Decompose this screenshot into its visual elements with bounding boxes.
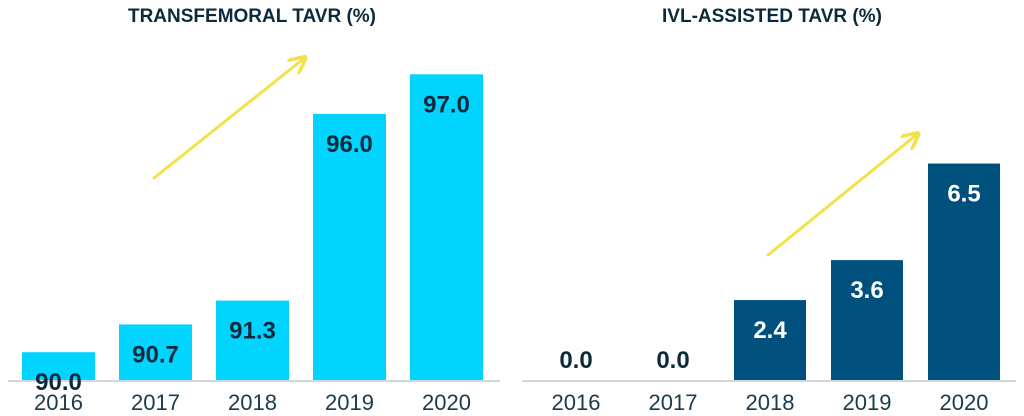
bar-2017 bbox=[119, 324, 192, 380]
bar-2016 bbox=[22, 352, 95, 380]
x-tick-label-2018: 2018 bbox=[228, 390, 277, 415]
data-label-2020: 6.5 bbox=[947, 181, 980, 208]
x-tick-label-2018: 2018 bbox=[746, 390, 795, 415]
bar-2020 bbox=[928, 163, 1000, 380]
x-tick-label-2020: 2020 bbox=[422, 390, 471, 415]
x-tick-label-2019: 2019 bbox=[325, 390, 374, 415]
right-chart-title: IVL-ASSISTED TAVR (%) bbox=[662, 6, 882, 27]
data-label-2019: 96.0 bbox=[326, 131, 373, 158]
data-label-2016: 0.0 bbox=[559, 347, 592, 374]
bar-2019 bbox=[313, 114, 386, 380]
x-tick-label-2019: 2019 bbox=[843, 390, 892, 415]
x-tick-label-2017: 2017 bbox=[649, 390, 698, 415]
data-label-2019: 3.6 bbox=[850, 277, 883, 304]
x-tick-label-2020: 2020 bbox=[940, 390, 989, 415]
data-label-2018: 91.3 bbox=[229, 318, 276, 345]
bar-2019 bbox=[831, 260, 903, 380]
data-label-2018: 2.4 bbox=[753, 317, 787, 344]
right-bar-chart: 0.0 2016 0.0 2017 2.4 2018 3.6 2019 6.5 2020 bbox=[522, 136, 1016, 415]
bar-2018 bbox=[734, 300, 806, 380]
x-tick-label-2016: 2016 bbox=[34, 390, 83, 415]
data-label-2017: 0.0 bbox=[656, 347, 689, 374]
x-tick-label-2016: 2016 bbox=[552, 390, 601, 415]
trend-arrow-icon bbox=[152, 60, 302, 180]
bar-2020 bbox=[410, 74, 483, 380]
data-label-2017: 90.7 bbox=[132, 341, 179, 368]
data-label-2016: 90.0 bbox=[35, 369, 82, 396]
left-chart-title: TRANSFEMORAL TAVR (%) bbox=[128, 6, 376, 27]
trend-arrow-icon bbox=[766, 136, 915, 257]
x-tick-label-2017: 2017 bbox=[131, 390, 180, 415]
bar-2018 bbox=[216, 300, 289, 380]
data-label-2020: 97.0 bbox=[423, 91, 470, 118]
